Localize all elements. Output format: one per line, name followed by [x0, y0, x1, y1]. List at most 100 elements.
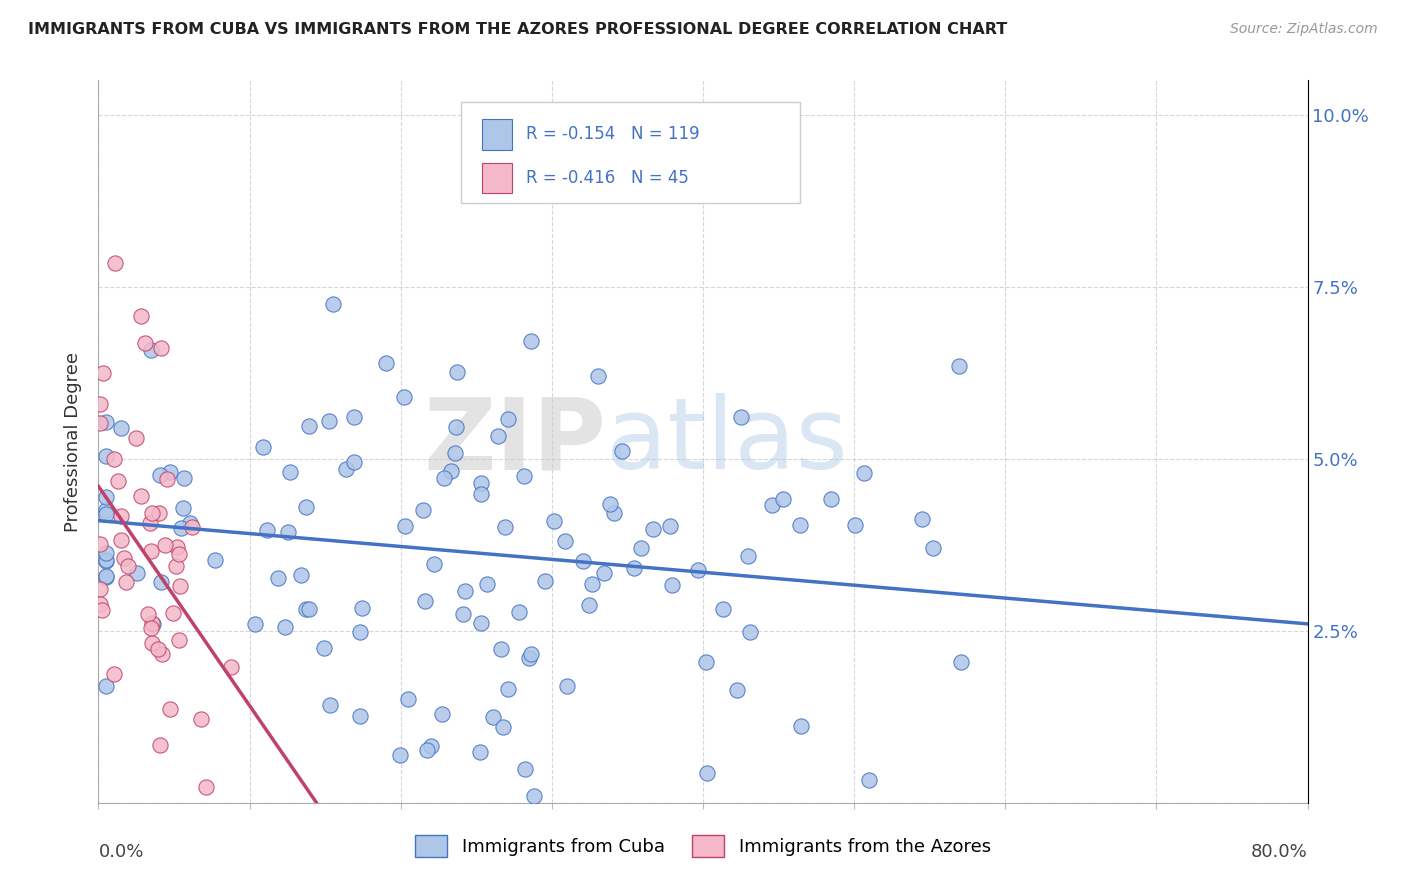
Point	[740, 625, 762, 640]
Point	[394, 519, 416, 533]
Point	[396, 692, 419, 706]
Point	[141, 636, 163, 650]
Point	[658, 519, 681, 533]
Point	[104, 256, 127, 270]
Point	[444, 420, 467, 434]
Text: atlas: atlas	[606, 393, 848, 490]
Point	[489, 642, 512, 657]
Point	[149, 738, 172, 752]
Point	[89, 582, 111, 597]
Point	[141, 506, 163, 520]
Point	[523, 789, 546, 803]
Point	[661, 578, 683, 592]
Point	[298, 419, 321, 434]
Point	[297, 602, 319, 616]
Point	[110, 509, 132, 524]
Point	[173, 470, 195, 484]
Point	[852, 467, 875, 481]
Point	[112, 550, 135, 565]
Point	[430, 706, 453, 721]
Point	[486, 428, 509, 442]
Point	[170, 521, 193, 535]
Text: 80.0%: 80.0%	[1251, 843, 1308, 861]
Point	[578, 598, 600, 612]
Point	[94, 490, 117, 504]
Point	[858, 773, 880, 788]
Point	[148, 506, 170, 520]
Point	[520, 647, 543, 661]
Point	[94, 449, 117, 463]
Point	[623, 561, 645, 575]
Point	[134, 336, 156, 351]
Point	[453, 607, 475, 621]
Point	[141, 617, 163, 632]
Point	[711, 602, 734, 616]
Point	[94, 568, 117, 582]
Point	[162, 606, 184, 620]
Point	[586, 369, 609, 384]
Point	[190, 712, 212, 726]
Point	[219, 660, 242, 674]
Point	[159, 702, 181, 716]
Point	[950, 656, 973, 670]
Point	[555, 679, 578, 693]
Point	[413, 594, 436, 608]
Point	[278, 465, 301, 479]
Point	[415, 743, 437, 757]
Point	[165, 558, 187, 573]
Text: R = -0.154   N = 119: R = -0.154 N = 119	[526, 126, 700, 144]
Point	[498, 412, 520, 426]
Point	[343, 455, 366, 469]
Point	[491, 720, 513, 734]
Point	[599, 497, 621, 511]
Point	[921, 541, 943, 555]
Point	[103, 452, 125, 467]
Bar	[482, 120, 512, 150]
Point	[494, 520, 516, 534]
Point	[146, 642, 169, 657]
Point	[730, 409, 752, 424]
Point	[349, 624, 371, 639]
Text: Source: ZipAtlas.com: Source: ZipAtlas.com	[1230, 22, 1378, 37]
Point	[139, 621, 162, 635]
Point	[350, 600, 373, 615]
Point	[392, 390, 415, 404]
Point	[141, 615, 163, 630]
Point	[169, 579, 191, 593]
Point	[150, 648, 173, 662]
Text: IMMIGRANTS FROM CUBA VS IMMIGRANTS FROM THE AZORES PROFESSIONAL DEGREE CORRELATI: IMMIGRANTS FROM CUBA VS IMMIGRANTS FROM …	[28, 22, 1007, 37]
Point	[290, 567, 312, 582]
Point	[610, 444, 633, 458]
Point	[470, 615, 492, 630]
Point	[496, 681, 519, 696]
Point	[790, 719, 813, 733]
Point	[89, 397, 111, 411]
Point	[167, 547, 190, 561]
Point	[343, 410, 366, 425]
Point	[543, 514, 565, 528]
Point	[468, 745, 491, 759]
Point	[103, 667, 125, 681]
Point	[94, 553, 117, 567]
Point	[169, 633, 191, 648]
Point	[94, 554, 117, 568]
Point	[688, 563, 710, 577]
Point	[94, 503, 117, 517]
Point	[389, 747, 412, 762]
Point	[482, 710, 505, 724]
Point	[110, 421, 132, 435]
Point	[820, 492, 842, 507]
Point	[470, 487, 492, 501]
Text: R = -0.416   N = 45: R = -0.416 N = 45	[526, 169, 689, 186]
Point	[772, 491, 794, 506]
Point	[159, 466, 181, 480]
Point	[335, 462, 357, 476]
Point	[129, 309, 152, 323]
FancyBboxPatch shape	[461, 102, 800, 203]
Point	[91, 603, 114, 617]
Point	[89, 416, 111, 430]
Point	[695, 655, 717, 669]
Point	[180, 520, 202, 534]
Legend: Immigrants from Cuba, Immigrants from the Azores: Immigrants from Cuba, Immigrants from th…	[406, 826, 1000, 866]
Point	[94, 415, 117, 429]
